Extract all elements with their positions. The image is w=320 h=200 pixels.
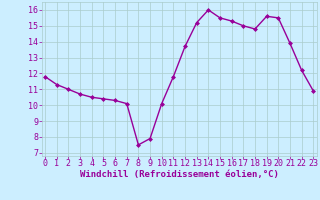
X-axis label: Windchill (Refroidissement éolien,°C): Windchill (Refroidissement éolien,°C) [80,170,279,179]
